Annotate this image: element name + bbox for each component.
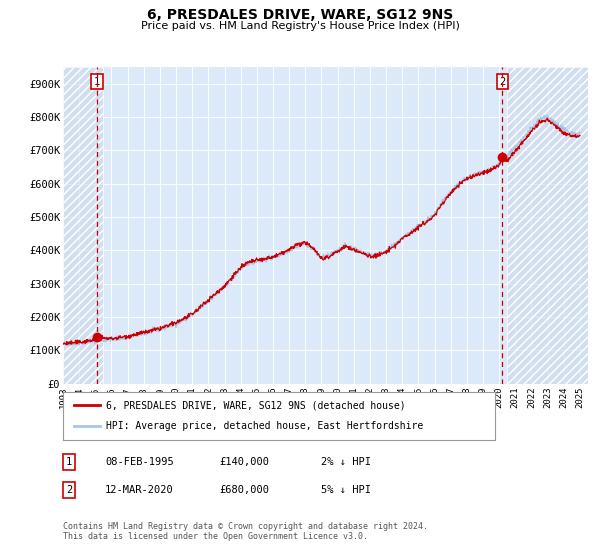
Bar bbox=[63, 67, 103, 384]
Bar bbox=[63, 67, 103, 384]
Text: £140,000: £140,000 bbox=[219, 457, 269, 467]
Bar bbox=[507, 67, 588, 384]
Text: 6, PRESDALES DRIVE, WARE, SG12 9NS (detached house): 6, PRESDALES DRIVE, WARE, SG12 9NS (deta… bbox=[106, 400, 406, 410]
Text: 2: 2 bbox=[499, 77, 506, 87]
Text: 2: 2 bbox=[66, 485, 72, 495]
Text: HPI: Average price, detached house, East Hertfordshire: HPI: Average price, detached house, East… bbox=[106, 421, 424, 431]
Text: 12-MAR-2020: 12-MAR-2020 bbox=[105, 485, 174, 495]
Text: 08-FEB-1995: 08-FEB-1995 bbox=[105, 457, 174, 467]
Text: 1: 1 bbox=[66, 457, 72, 467]
Text: 6, PRESDALES DRIVE, WARE, SG12 9NS: 6, PRESDALES DRIVE, WARE, SG12 9NS bbox=[147, 8, 453, 22]
Text: 1: 1 bbox=[94, 77, 100, 87]
Text: Price paid vs. HM Land Registry's House Price Index (HPI): Price paid vs. HM Land Registry's House … bbox=[140, 21, 460, 31]
Text: 5% ↓ HPI: 5% ↓ HPI bbox=[321, 485, 371, 495]
Text: 2% ↓ HPI: 2% ↓ HPI bbox=[321, 457, 371, 467]
Text: Contains HM Land Registry data © Crown copyright and database right 2024.
This d: Contains HM Land Registry data © Crown c… bbox=[63, 522, 428, 542]
Bar bbox=[507, 67, 588, 384]
Text: £680,000: £680,000 bbox=[219, 485, 269, 495]
